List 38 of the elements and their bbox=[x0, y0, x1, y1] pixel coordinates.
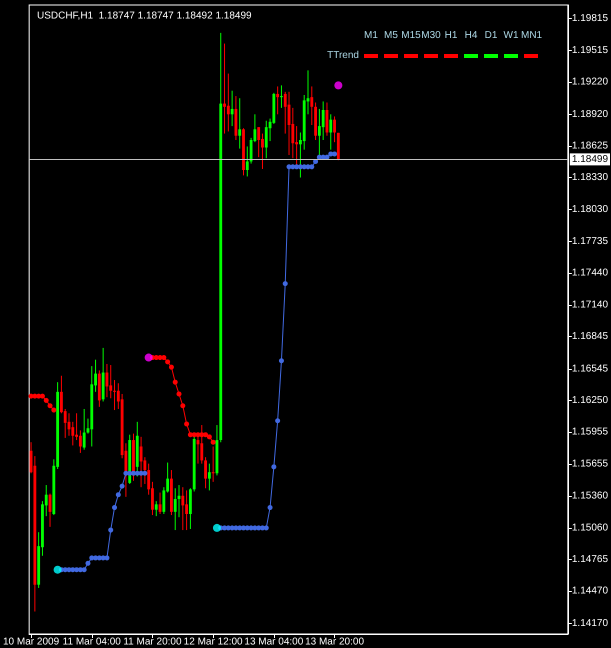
y-tick-label: 1.19815 bbox=[572, 12, 608, 24]
y-tick-label: 1.18030 bbox=[572, 204, 608, 216]
y-tick-label: 1.15955 bbox=[572, 426, 608, 438]
y-tick-label: 1.18625 bbox=[572, 140, 608, 152]
y-tick-label: 1.19515 bbox=[572, 45, 608, 56]
text: USDCHF,H1 1.18747 1.18747 1.18492 1.18499 bbox=[37, 10, 252, 22]
y-tick-label: 1.15655 bbox=[572, 458, 608, 470]
ref-line-label: 1.18499 bbox=[572, 154, 608, 165]
annotation: M5 bbox=[383, 30, 399, 40]
annotation: M15 bbox=[401, 30, 421, 40]
x-tick-label: 13 Mar 04:00 bbox=[244, 636, 304, 648]
y-tick-label: 1.15360 bbox=[572, 490, 608, 502]
annotation: MN1 bbox=[521, 30, 542, 40]
y-tick-label: 1.14470 bbox=[572, 586, 608, 597]
y-tick-label: 1.17140 bbox=[572, 300, 608, 311]
y-tick-label: 1.19220 bbox=[572, 76, 608, 88]
annotation: M1 bbox=[363, 30, 379, 40]
x-tick-label: 11 Mar 20:00 bbox=[123, 636, 182, 648]
y-tick-label: 1.16845 bbox=[572, 331, 608, 342]
y-tick-label: 1.16545 bbox=[572, 363, 608, 374]
y-tick-label: 1.18330 bbox=[572, 172, 608, 184]
y-tick-label: 1.17440 bbox=[572, 267, 608, 278]
annotation: D1 bbox=[484, 30, 498, 40]
annotation: W1 bbox=[502, 30, 520, 40]
y-tick-label: 1.17735 bbox=[572, 236, 608, 247]
y-tick-label: 1.14170 bbox=[572, 618, 608, 629]
x-tick-label: 10 Mar 2009 bbox=[2, 636, 60, 648]
x-tick-label: 13 Mar 20:00 bbox=[305, 636, 364, 648]
annotation: M30 bbox=[421, 30, 441, 40]
y-tick-label: 1.15060 bbox=[572, 522, 608, 534]
annotation: TTrend bbox=[326, 50, 360, 60]
annotation: H4 bbox=[464, 30, 478, 40]
x-tick-label: 11 Mar 04:00 bbox=[62, 636, 122, 648]
annotation: H1 bbox=[444, 30, 458, 40]
y-tick-label: 1.16250 bbox=[572, 394, 608, 406]
y-tick-label: 1.14765 bbox=[572, 554, 608, 566]
y-tick-label: 1.18920 bbox=[572, 108, 608, 120]
x-tick-label: 12 Mar 12:00 bbox=[184, 636, 244, 648]
